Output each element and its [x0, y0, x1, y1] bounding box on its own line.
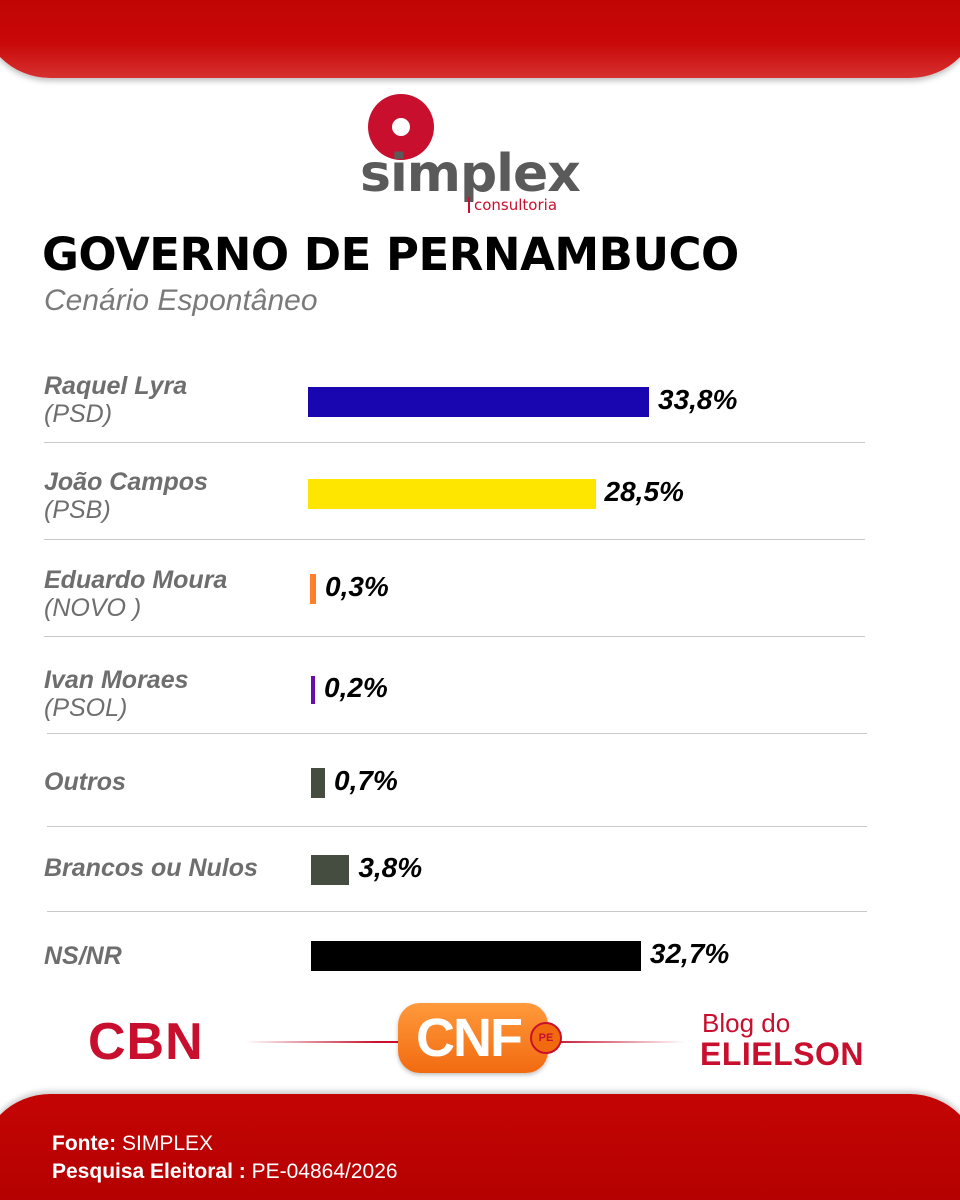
bar — [311, 855, 350, 885]
candidate-name: Brancos ou Nulos — [44, 854, 258, 882]
row-divider — [47, 911, 867, 912]
survey-line: Pesquisa Eleitoral : PE-04864/2026 — [52, 1158, 398, 1186]
bar — [311, 676, 315, 704]
candidate-name: Outros — [44, 768, 126, 796]
cbn-logo: CBN — [88, 1013, 204, 1071]
row-label: Outros — [44, 768, 304, 796]
bar — [311, 768, 325, 798]
candidate-party: (PSB) — [44, 496, 111, 524]
data-label: 28,5% — [604, 476, 684, 507]
data-label: 33,8% — [658, 384, 738, 415]
row-label: Ivan Moraes (PSOL) — [44, 666, 304, 722]
data-label: 0,7% — [334, 765, 398, 796]
blog-logo-bottom: ELIELSON — [700, 1036, 865, 1072]
page-title: GOVERNO DE PERNAMBUCO — [42, 228, 739, 281]
data-label: 3,8% — [358, 852, 423, 883]
bar — [310, 574, 316, 604]
candidate-party: (PSOL) — [44, 694, 128, 722]
candidate-name: Eduardo Moura — [44, 566, 228, 594]
bottom-banner — [0, 1094, 960, 1200]
bar — [308, 387, 649, 417]
cnf-pe-badge: PE — [530, 1022, 562, 1054]
candidate-name: João Campos — [44, 468, 208, 496]
candidate-name: Ivan Moraes — [44, 666, 189, 694]
bar — [308, 479, 596, 509]
row-label: Eduardo Moura (NOVO ) — [44, 566, 304, 622]
row-divider — [44, 636, 865, 637]
source-line: Fonte: SIMPLEX — [52, 1130, 398, 1158]
simplex-logo: simplex consultoria — [360, 92, 600, 222]
row-label: João Campos (PSB) — [44, 468, 304, 524]
cnf-logo-text: CNF — [416, 1008, 523, 1068]
data-label: 0,2% — [324, 672, 388, 703]
row-divider — [44, 442, 865, 443]
logo-word: simplex — [360, 144, 581, 204]
source-info: Fonte: SIMPLEX Pesquisa Eleitoral : PE-0… — [52, 1130, 398, 1186]
row-label: NS/NR — [44, 942, 304, 970]
row-divider — [47, 826, 867, 827]
row-label: Raquel Lyra (PSD) — [44, 372, 304, 428]
candidate-party: (PSD) — [44, 400, 113, 428]
source-label: Fonte: — [52, 1132, 117, 1155]
row-label: Brancos ou Nulos — [44, 854, 304, 882]
data-label: 0,3% — [325, 571, 389, 602]
data-label: 32,7% — [649, 938, 730, 969]
bar — [311, 941, 641, 971]
source-value: SIMPLEX — [122, 1132, 214, 1155]
row-divider — [44, 539, 865, 540]
top-banner — [0, 0, 960, 78]
blog-logo-top: Blog do — [702, 1008, 791, 1038]
candidate-name: Raquel Lyra — [44, 372, 188, 400]
survey-value: PE-04864/2026 — [251, 1160, 398, 1183]
logo-sub: consultoria — [468, 197, 557, 213]
candidate-name: NS/NR — [44, 942, 122, 970]
cnf-logo: CNF — [398, 1003, 548, 1073]
logo-circle-icon — [368, 94, 434, 160]
row-divider — [47, 733, 867, 734]
page-subtitle: Cenário Espontâneo — [44, 284, 318, 317]
survey-label: Pesquisa Eleitoral : — [52, 1160, 246, 1183]
candidate-party: (NOVO ) — [44, 594, 142, 622]
